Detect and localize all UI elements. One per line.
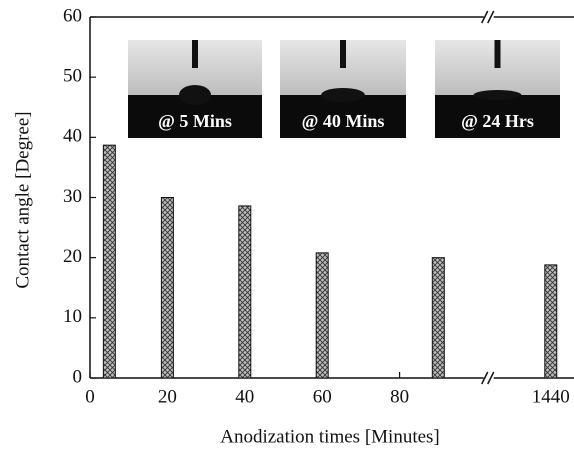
bar [315, 252, 329, 379]
inset-label: @ 24 Hrs [461, 111, 534, 131]
needle [340, 40, 346, 68]
needle [494, 40, 501, 68]
bar [160, 197, 174, 379]
droplet [321, 88, 365, 102]
y-tick-label: 10 [63, 306, 82, 327]
y-tick-label: 50 [63, 66, 82, 87]
droplet [473, 90, 522, 100]
bar [238, 205, 252, 379]
x-tick-label: 40 [235, 386, 254, 407]
inset-label: @ 5 Mins [158, 111, 232, 131]
inset-label: @ 40 Mins [302, 111, 385, 131]
x-tick-label: 0 [85, 386, 95, 407]
y-tick-label: 20 [63, 246, 82, 267]
axis-break [481, 371, 489, 385]
x-tick-label: 60 [313, 386, 332, 407]
x-tick-label: 1440 [532, 386, 570, 407]
y-tick-label: 40 [63, 126, 82, 147]
x-tick-label: 20 [158, 386, 177, 407]
x-axis-label: Anodization times [Minutes] [220, 426, 440, 447]
bar [544, 264, 558, 379]
y-tick-label: 60 [63, 5, 82, 26]
x-tick-label: 80 [390, 386, 409, 407]
axis-break [487, 371, 495, 385]
y-tick-label: 0 [73, 366, 83, 387]
bar [431, 257, 445, 379]
y-axis-label: Contact angle [Degree] [12, 111, 33, 288]
axis-break [487, 10, 495, 24]
inset-base [435, 95, 560, 138]
insets: @ 5 Mins @ 40 Mins @ 24 Hrs [128, 40, 560, 138]
droplet [179, 85, 211, 105]
needle [192, 40, 198, 68]
y-tick-label: 30 [63, 186, 82, 207]
axis-break [481, 10, 489, 24]
bar [102, 144, 116, 379]
inset-base [280, 95, 406, 138]
